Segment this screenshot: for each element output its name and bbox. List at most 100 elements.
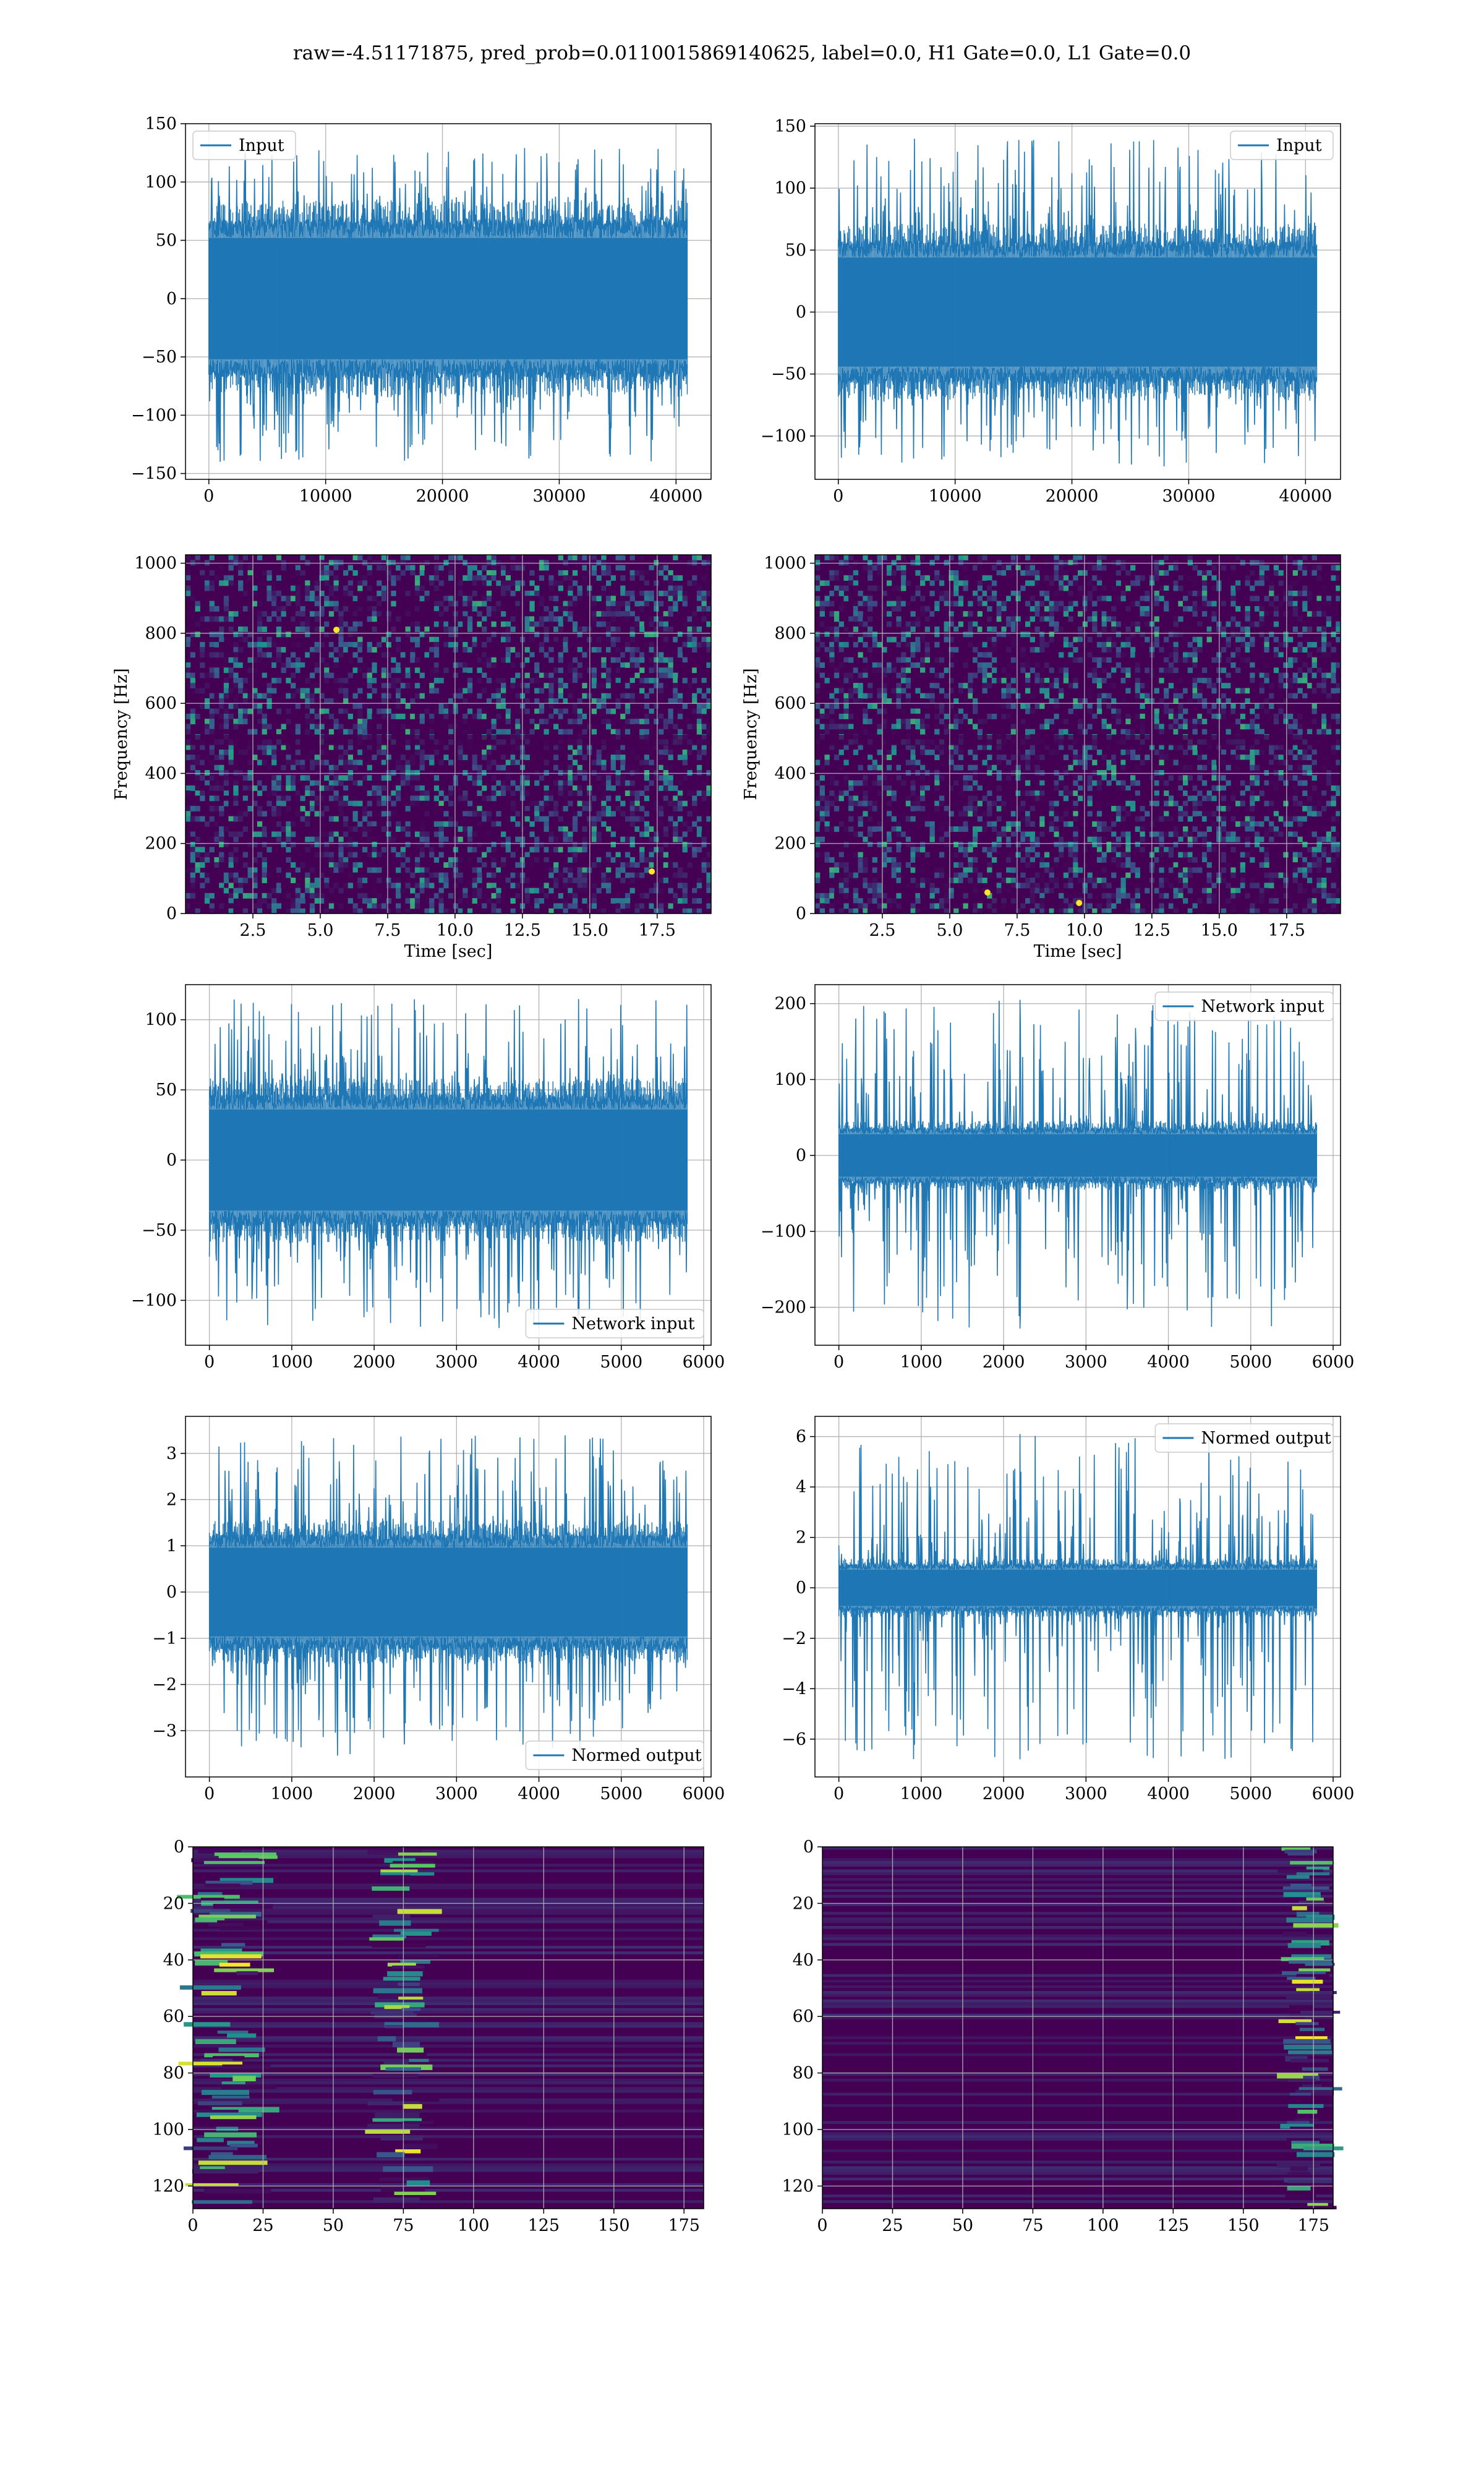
h1-spectrogram-xtick-label: 12.5 (504, 921, 541, 940)
h1-spectrogram-cell (572, 621, 578, 627)
h1-spectrogram-cell (223, 580, 229, 586)
l1-spectrogram-cell (838, 652, 844, 658)
h1-spectrogram-cell (534, 724, 540, 730)
h1-spectrogram-cell (348, 878, 353, 883)
h1-spectrogram-cell (433, 878, 440, 883)
h1-spectrogram-cell (529, 560, 535, 566)
h1-spectrogram-cell (443, 641, 449, 648)
h1-spectrogram-cell (419, 790, 425, 796)
h1-spectrogram-cell (491, 555, 497, 560)
h1-spectrogram-cell (438, 677, 444, 683)
h1-spectrogram-cell (596, 636, 602, 643)
h1-spectrogram-cell (629, 811, 635, 817)
h1-spectrogram-cell (372, 662, 377, 668)
h1-spectrogram-cell (233, 800, 239, 807)
h1-spectrogram-cell (295, 565, 301, 571)
h1-spectrogram-cell (568, 831, 573, 837)
h1-spectrogram-cell (486, 555, 492, 560)
h1-spectrogram-cell (606, 606, 612, 612)
h1-spectrogram-cell (410, 785, 416, 791)
h1-spectrogram-cell (687, 790, 693, 796)
h1-spectrogram-cell (324, 621, 330, 627)
h1-spectrogram-cell (649, 852, 654, 858)
h1-spectrogram-cell (309, 806, 315, 811)
h1-spectrogram-cell (610, 755, 616, 760)
h1-spectrogram-cell (396, 857, 401, 863)
l1-input-ytick-label: −50 (771, 365, 806, 384)
h1-spectrogram-cell (706, 591, 712, 596)
h1-spectrogram-cell (482, 811, 487, 817)
h1-spectrogram-cell (601, 555, 607, 560)
h1-spectrogram-cell (400, 831, 406, 837)
h1-spectrogram-cell (396, 790, 401, 796)
h1-spectrogram-cell (610, 606, 616, 612)
h1-spectrogram-cell (343, 764, 349, 771)
h1-spectrogram-cell (448, 760, 454, 766)
h1-spectrogram-cell (701, 601, 707, 607)
h1-spectrogram-cell (414, 713, 420, 719)
h1-spectrogram-cell (209, 847, 215, 853)
l1-spectrogram-cell (863, 693, 868, 699)
h1-spectrogram-cell (582, 785, 587, 791)
l1-spectrogram-cell (834, 862, 840, 868)
h1-spectrogram-cell (496, 652, 501, 658)
h1-spectrogram-cell (601, 760, 607, 766)
h1-spectrogram-cell (414, 903, 420, 909)
h1-spectrogram-cell (486, 847, 492, 853)
h1-spectrogram-cell (200, 662, 205, 668)
h1-spectrogram-cell (682, 755, 688, 760)
h1-spectrogram-cell (477, 570, 482, 576)
l1-spectrogram-cell (838, 749, 844, 755)
h1-spectrogram-cell (209, 785, 215, 791)
h1-spectrogram-cell (663, 627, 668, 632)
h1-spectrogram-cell (348, 800, 353, 807)
h1-spectrogram-cell (348, 744, 353, 750)
h1-spectrogram-cell (262, 842, 267, 847)
h1-spectrogram-cell (352, 596, 358, 602)
h1-spectrogram-cell (443, 872, 449, 878)
h1-spectrogram-cell (362, 749, 368, 755)
h1-spectrogram-cell (591, 672, 597, 678)
h1-spectrogram-cell (247, 760, 253, 766)
h1-spectrogram-cell (223, 872, 229, 878)
h1-spectrogram-cell (563, 867, 568, 873)
h1-spectrogram-cell (419, 785, 425, 791)
h1-spectrogram-cell (276, 903, 282, 909)
l1-spectrogram-cell (838, 585, 844, 591)
l1-spectrogram-cell (824, 811, 830, 817)
l1-spectrogram-cell (868, 908, 873, 914)
h1-spectrogram-cell (496, 606, 501, 612)
h1-spectrogram-cell (286, 606, 291, 612)
h1-spectrogram-cell (482, 641, 487, 648)
h1-spectrogram-cell (333, 719, 339, 724)
h1-spectrogram-cell (186, 713, 191, 719)
l1-spectrogram-cell (829, 903, 835, 909)
h1-spectrogram-cell (419, 565, 425, 571)
h1-spectrogram-cell (233, 888, 239, 894)
h1-spectrogram-chart: 2.5 5.0 7.5 10.0 12.5 15.0 17.5020040060080010… (112, 554, 712, 961)
h1-spectrogram-cell (228, 585, 234, 591)
h1-spectrogram-cell (362, 811, 368, 817)
l1-spectrogram-cell (838, 888, 844, 894)
h1-spectrogram-cell (472, 847, 477, 853)
h1-spectrogram-cell (414, 636, 420, 643)
h1-spectrogram-cell (262, 811, 267, 817)
h1-spectrogram-cell (348, 867, 353, 873)
h1-spectrogram-cell (558, 627, 563, 632)
h1-spectrogram-cell (433, 672, 440, 678)
l1-spectrogram-cell (819, 641, 825, 648)
h1-spectrogram-cell (424, 708, 430, 714)
h1-spectrogram-cell (209, 677, 215, 683)
l1-spectrogram-cell (829, 611, 835, 617)
h1-spectrogram-cell (467, 862, 473, 868)
h1-spectrogram-cell (438, 662, 444, 668)
h1-spectrogram-cell (634, 616, 640, 622)
h1-spectrogram-cell (343, 795, 349, 802)
h1-spectrogram-cell (276, 708, 282, 714)
h1-spectrogram-cell (615, 790, 621, 796)
h1-spectrogram-cell (300, 621, 305, 627)
h1-spectrogram-cell (228, 831, 234, 837)
h1-spectrogram-cell (247, 836, 253, 842)
h1-spectrogram-cell (568, 698, 573, 704)
h1-spectrogram-cell (414, 591, 420, 596)
